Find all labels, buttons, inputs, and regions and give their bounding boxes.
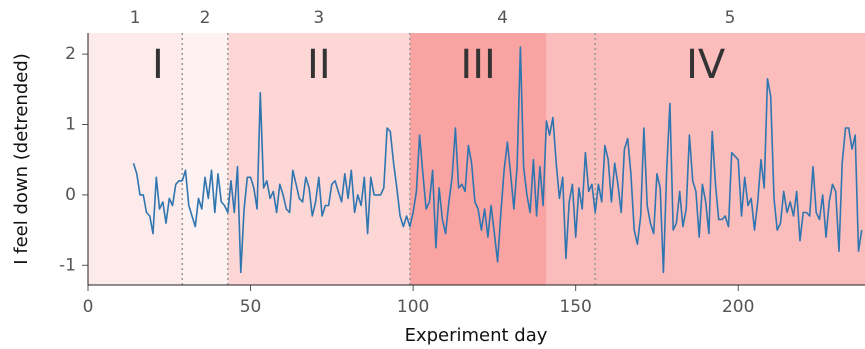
y-tick-label: 1 bbox=[65, 115, 76, 135]
phase-shade bbox=[546, 33, 865, 285]
x-tick-label: 50 bbox=[240, 297, 262, 317]
period-label: I bbox=[152, 42, 164, 88]
y-tick-label: 2 bbox=[65, 44, 76, 64]
period-label: II bbox=[307, 42, 331, 88]
y-tick-label: -1 bbox=[59, 255, 76, 275]
y-axis-label: I feel down (detrended) bbox=[11, 53, 32, 265]
phase-label: 2 bbox=[200, 8, 211, 28]
y-tick-label: 0 bbox=[65, 185, 76, 205]
phase-label: 1 bbox=[130, 8, 141, 28]
phase-label: 3 bbox=[313, 8, 324, 28]
phase-shade bbox=[182, 33, 228, 285]
x-axis-label: Experiment day bbox=[405, 325, 548, 346]
phase-label: 5 bbox=[725, 8, 736, 28]
data-line bbox=[132, 46, 863, 274]
x-tick-label: 0 bbox=[83, 297, 94, 317]
x-tick-label: 100 bbox=[397, 297, 429, 317]
phase-shade bbox=[88, 33, 183, 285]
period-label: IV bbox=[686, 42, 726, 88]
phase-label: 4 bbox=[497, 8, 508, 28]
period-label: III bbox=[460, 42, 495, 88]
x-tick-label: 200 bbox=[722, 297, 754, 317]
x-tick-label: 150 bbox=[559, 297, 591, 317]
